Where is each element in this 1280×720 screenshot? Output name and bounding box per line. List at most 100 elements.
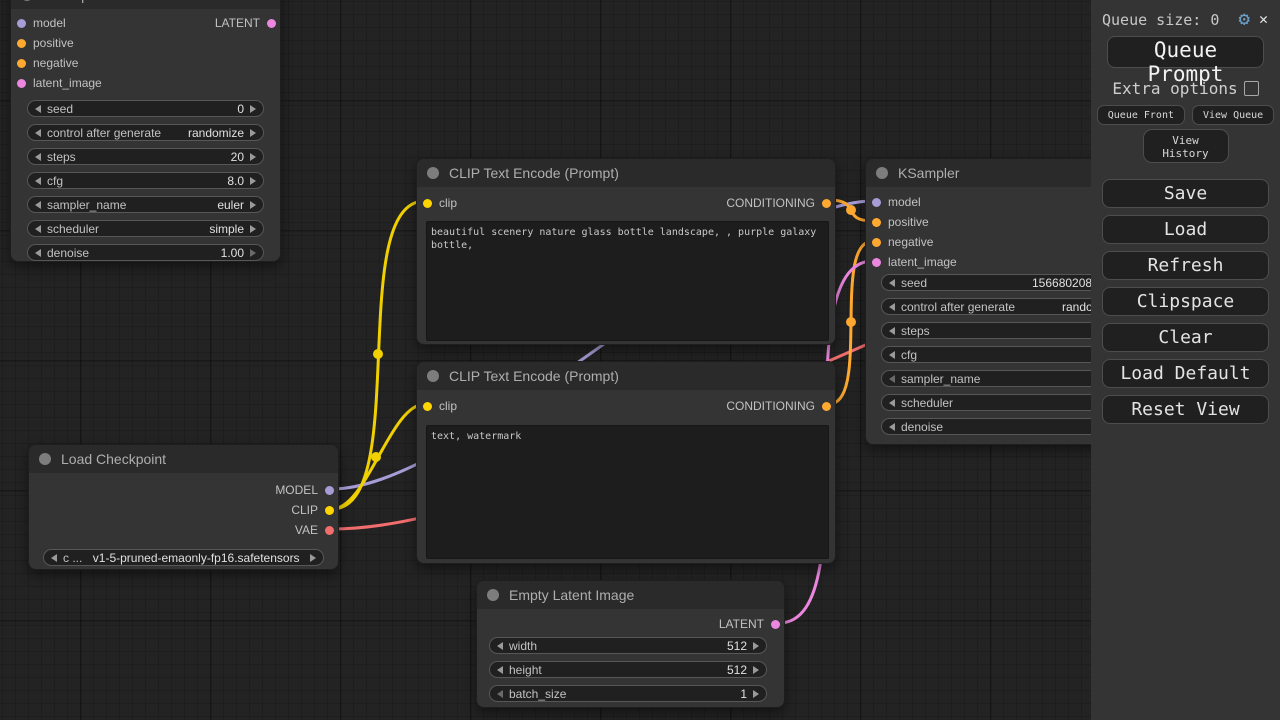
collapse-dot-icon[interactable] bbox=[487, 589, 499, 601]
prompt-textarea[interactable]: text, watermark bbox=[426, 425, 829, 559]
widget-denoise[interactable]: denoise 1.00 bbox=[27, 244, 264, 261]
load-default-button[interactable]: Load Default bbox=[1102, 359, 1269, 388]
input-port-negative[interactable] bbox=[17, 58, 26, 68]
clipspace-button[interactable]: Clipspace bbox=[1102, 287, 1269, 316]
output-port-conditioning[interactable] bbox=[822, 401, 831, 411]
widget-steps[interactable]: steps bbox=[881, 322, 1109, 339]
view-queue-button[interactable]: View Queue bbox=[1192, 105, 1275, 125]
output-port-conditioning[interactable] bbox=[822, 198, 831, 208]
increment-arrow-icon[interactable] bbox=[250, 104, 256, 113]
collapse-dot-icon[interactable] bbox=[39, 453, 51, 465]
node-title-bar[interactable]: Empty Latent Image bbox=[477, 581, 784, 609]
input-port-positive[interactable] bbox=[872, 217, 881, 227]
node-clip-text-encode-positive[interactable]: CLIP Text Encode (Prompt) clip CONDITION… bbox=[416, 158, 836, 345]
increment-arrow-icon[interactable] bbox=[250, 176, 256, 185]
decrement-arrow-icon[interactable] bbox=[35, 176, 41, 185]
decrement-arrow-icon[interactable] bbox=[35, 104, 41, 113]
input-label: latent_image bbox=[33, 76, 102, 90]
widget-seed[interactable]: seed 1566802087 bbox=[881, 274, 1109, 291]
output-port-clip[interactable] bbox=[325, 505, 334, 515]
widget-control-after-generate[interactable]: control after generate randomize bbox=[27, 124, 264, 141]
widget-scheduler[interactable]: scheduler bbox=[881, 394, 1109, 411]
increment-arrow-icon[interactable] bbox=[753, 641, 759, 650]
decrement-arrow-icon[interactable] bbox=[35, 128, 41, 137]
widget-height[interactable]: height 512 bbox=[489, 661, 767, 678]
widget-sampler-name[interactable]: sampler_name bbox=[881, 370, 1109, 387]
widget-ckpt-name[interactable]: c ... v1-5-pruned-emaonly-fp16.safetenso… bbox=[43, 549, 324, 566]
widget-width[interactable]: width 512 bbox=[489, 637, 767, 654]
decrement-arrow-icon[interactable] bbox=[35, 248, 41, 257]
next-arrow-icon[interactable] bbox=[310, 553, 316, 562]
queue-front-button[interactable]: Queue Front bbox=[1096, 105, 1185, 125]
widget-control-after-generate[interactable]: control after generate randomize bbox=[881, 298, 1109, 315]
increment-arrow-icon[interactable] bbox=[753, 665, 759, 674]
decrement-arrow-icon[interactable] bbox=[889, 278, 895, 287]
increment-arrow-icon[interactable] bbox=[250, 224, 256, 233]
input-port-negative[interactable] bbox=[872, 237, 881, 247]
increment-arrow-icon[interactable] bbox=[250, 248, 256, 257]
widget-scheduler[interactable]: scheduler simple bbox=[27, 220, 264, 237]
decrement-arrow-icon[interactable] bbox=[889, 374, 895, 383]
node-title-bar[interactable]: KSampler bbox=[866, 159, 1124, 187]
decrement-arrow-icon[interactable] bbox=[35, 200, 41, 209]
widget-cfg[interactable]: cfg 8.0 bbox=[27, 172, 264, 189]
collapse-dot-icon[interactable] bbox=[876, 167, 888, 179]
node-ksampler-main[interactable]: KSampler model positive negative latent_… bbox=[865, 158, 1125, 445]
collapse-dot-icon[interactable] bbox=[427, 167, 439, 179]
decrement-arrow-icon[interactable] bbox=[889, 326, 895, 335]
settings-gear-icon[interactable]: ⚙ bbox=[1238, 8, 1250, 30]
decrement-arrow-icon[interactable] bbox=[35, 152, 41, 161]
node-title-bar[interactable]: Load Checkpoint bbox=[29, 445, 338, 473]
close-icon[interactable]: ✕ bbox=[1258, 10, 1268, 28]
reset-view-button[interactable]: Reset View bbox=[1102, 395, 1269, 424]
refresh-button[interactable]: Refresh bbox=[1102, 251, 1269, 280]
decrement-arrow-icon[interactable] bbox=[35, 224, 41, 233]
input-port-latent-image[interactable] bbox=[872, 257, 881, 267]
node-title-bar[interactable]: CLIP Text Encode (Prompt) bbox=[417, 159, 835, 187]
view-history-button[interactable]: View History bbox=[1142, 129, 1229, 163]
extra-options-checkbox[interactable] bbox=[1243, 81, 1259, 96]
decrement-arrow-icon[interactable] bbox=[889, 350, 895, 359]
decrement-arrow-icon[interactable] bbox=[497, 689, 503, 698]
widget-cfg[interactable]: cfg bbox=[881, 346, 1109, 363]
increment-arrow-icon[interactable] bbox=[250, 200, 256, 209]
node-load-checkpoint[interactable]: Load Checkpoint MODEL CLIP VAE c ... v bbox=[28, 444, 339, 570]
decrement-arrow-icon[interactable] bbox=[497, 641, 503, 650]
widget-batch-size[interactable]: batch_size 1 bbox=[489, 685, 767, 702]
increment-arrow-icon[interactable] bbox=[250, 128, 256, 137]
node-ksampler-partial[interactable]: KSampler model LATENT positive negative … bbox=[10, 0, 281, 262]
widget-denoise[interactable]: denoise bbox=[881, 418, 1109, 435]
prev-arrow-icon[interactable] bbox=[51, 553, 57, 562]
output-port-model[interactable] bbox=[325, 485, 334, 495]
input-port-model[interactable] bbox=[872, 197, 881, 207]
decrement-arrow-icon[interactable] bbox=[497, 665, 503, 674]
input-port-latent-image[interactable] bbox=[17, 78, 26, 88]
collapse-dot-icon[interactable] bbox=[21, 0, 33, 1]
collapse-dot-icon[interactable] bbox=[427, 370, 439, 382]
load-button[interactable]: Load bbox=[1102, 215, 1269, 244]
node-clip-text-encode-negative[interactable]: CLIP Text Encode (Prompt) clip CONDITION… bbox=[416, 361, 836, 564]
input-port-clip[interactable] bbox=[423, 401, 432, 411]
queue-prompt-button[interactable]: Queue Prompt bbox=[1107, 36, 1264, 86]
decrement-arrow-icon[interactable] bbox=[889, 302, 895, 311]
input-port-model[interactable] bbox=[17, 18, 26, 28]
clear-button[interactable]: Clear bbox=[1102, 323, 1269, 352]
node-empty-latent-image[interactable]: Empty Latent Image LATENT width 512 heig… bbox=[476, 580, 785, 708]
decrement-arrow-icon[interactable] bbox=[889, 398, 895, 407]
increment-arrow-icon[interactable] bbox=[753, 689, 759, 698]
decrement-arrow-icon[interactable] bbox=[889, 422, 895, 431]
node-title-bar[interactable]: KSampler bbox=[11, 0, 280, 9]
input-port-positive[interactable] bbox=[17, 38, 26, 48]
output-port-latent[interactable] bbox=[771, 619, 780, 629]
save-button[interactable]: Save bbox=[1102, 179, 1269, 208]
widget-seed[interactable]: seed 0 bbox=[27, 100, 264, 117]
input-port-clip[interactable] bbox=[423, 198, 432, 208]
output-port-vae[interactable] bbox=[325, 525, 334, 535]
widget-steps[interactable]: steps 20 bbox=[27, 148, 264, 165]
prompt-textarea[interactable]: beautiful scenery nature glass bottle la… bbox=[426, 221, 829, 341]
output-port-latent[interactable] bbox=[267, 18, 276, 28]
increment-arrow-icon[interactable] bbox=[250, 152, 256, 161]
node-title-bar[interactable]: CLIP Text Encode (Prompt) bbox=[417, 362, 835, 390]
widget-sampler-name[interactable]: sampler_name euler bbox=[27, 196, 264, 213]
